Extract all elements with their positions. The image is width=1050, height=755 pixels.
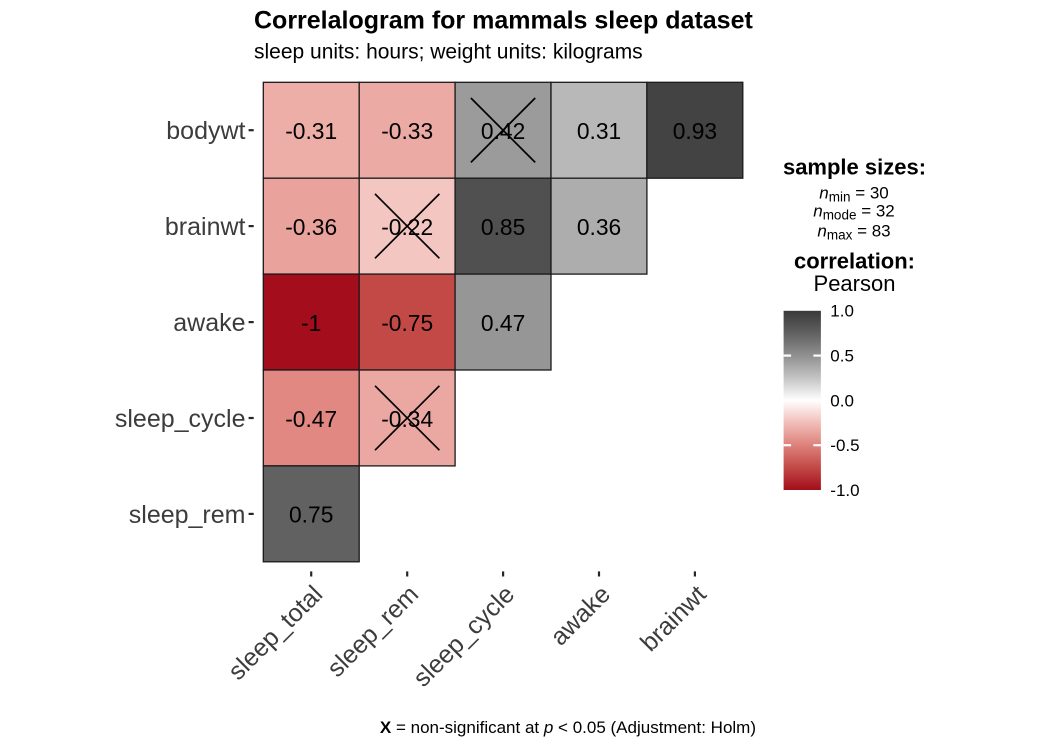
svg-text:-0.34: -0.34	[381, 406, 433, 432]
svg-text:brainwt: brainwt	[165, 213, 246, 241]
svg-text:0.42: 0.42	[481, 118, 525, 144]
svg-text:bodywt: bodywt	[166, 117, 245, 145]
svg-text:0.85: 0.85	[481, 214, 525, 240]
svg-text:sample sizes:: sample sizes:	[783, 154, 926, 179]
svg-text:awake: awake	[173, 309, 245, 337]
svg-text:1.0: 1.0	[830, 302, 854, 321]
svg-text:0.5: 0.5	[830, 347, 854, 366]
svg-text:Correlalogram for mammals slee: Correlalogram for mammals sleep dataset	[254, 7, 753, 35]
svg-text:0.31: 0.31	[577, 118, 621, 144]
svg-text:0.0: 0.0	[830, 391, 854, 410]
svg-text:-1.0: -1.0	[830, 481, 859, 500]
svg-text:nmax = 83: nmax = 83	[817, 221, 890, 242]
svg-text:-1: -1	[301, 310, 321, 336]
svg-text:nmin = 30: nmin = 30	[819, 184, 889, 205]
svg-text:nmode = 32: nmode = 32	[813, 202, 895, 223]
svg-text:-0.47: -0.47	[285, 406, 337, 432]
svg-text:sleep_cycle: sleep_cycle	[115, 405, 246, 433]
svg-text:-0.33: -0.33	[381, 118, 433, 144]
svg-text:-0.31: -0.31	[285, 118, 337, 144]
svg-text:-0.22: -0.22	[381, 214, 433, 240]
svg-text:-0.5: -0.5	[830, 436, 859, 455]
svg-text:sleep_rem: sleep_rem	[129, 501, 246, 529]
svg-text:0.47: 0.47	[481, 310, 525, 336]
svg-text:-0.75: -0.75	[381, 310, 433, 336]
svg-text:0.36: 0.36	[577, 214, 621, 240]
svg-text:0.93: 0.93	[673, 118, 717, 144]
svg-text:0.75: 0.75	[289, 502, 333, 528]
svg-text:sleep units: hours; weight uni: sleep units: hours; weight units: kilogr…	[254, 41, 643, 64]
svg-text:Pearson: Pearson	[814, 271, 896, 296]
svg-text:X = non-significant at p < 0.0: X = non-significant at p < 0.05 (Adjustm…	[380, 718, 756, 737]
svg-text:-0.36: -0.36	[285, 214, 337, 240]
svg-text:correlation:: correlation:	[794, 248, 915, 273]
